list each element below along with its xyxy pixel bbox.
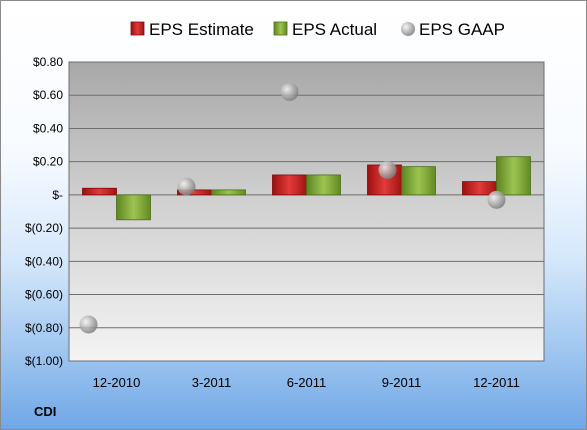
x-tick-label: 12-2010 xyxy=(93,375,141,390)
y-tick-label: $(0.60) xyxy=(25,288,63,302)
gaap-marker xyxy=(79,315,98,334)
y-tick-label: $(0.80) xyxy=(25,321,63,335)
x-tick-label: 6-2011 xyxy=(287,375,327,390)
bar-eps-estimate xyxy=(82,187,117,196)
legend-swatch xyxy=(130,21,145,36)
x-tick-label: 9-2011 xyxy=(382,375,422,390)
legend-swatch xyxy=(401,22,415,36)
y-tick-label: $(1.00) xyxy=(25,354,63,368)
legend-label: EPS Estimate xyxy=(149,20,254,39)
y-tick-label: $0.60 xyxy=(33,88,63,102)
y-tick-label: $(0.20) xyxy=(25,221,63,235)
gaap-marker xyxy=(177,177,196,196)
y-tick-label: $(0.40) xyxy=(25,254,63,268)
plot-border xyxy=(68,61,545,362)
gaap-marker xyxy=(378,160,397,179)
gridlines xyxy=(68,61,545,362)
gaap-marker xyxy=(487,190,506,209)
bar-eps-actual xyxy=(496,156,531,196)
y-tick-label: $0.40 xyxy=(33,121,63,135)
bar-eps-actual xyxy=(116,194,151,221)
legend-swatch xyxy=(273,21,288,36)
ticker-label: CDI xyxy=(34,404,57,419)
y-tick-label: $0.20 xyxy=(33,155,63,169)
gaap-marker xyxy=(280,82,299,101)
bar-eps-actual xyxy=(306,174,341,196)
gaap-markers xyxy=(79,82,506,334)
x-axis-labels: 12-2010 3-2011 6-2011 9-2011 12-2011 xyxy=(93,375,520,390)
y-axis-labels: $0.80 $0.60 $0.40 $0.20 $- $(0.20) $(0.40) $(0.… xyxy=(25,55,63,368)
x-tick-label: 3-2011 xyxy=(192,375,232,390)
bar-series xyxy=(82,156,531,221)
bar-eps-estimate xyxy=(272,174,307,196)
legend: EPS Estimate EPS Actual EPS GAAP xyxy=(130,20,505,39)
y-tick-label: $- xyxy=(52,188,63,202)
legend-label: EPS Actual xyxy=(292,20,377,39)
x-tick-label: 12-2011 xyxy=(473,375,520,390)
bar-eps-actual xyxy=(401,166,436,196)
legend-label: EPS GAAP xyxy=(419,20,505,39)
y-tick-label: $0.80 xyxy=(33,55,63,69)
bar-eps-actual xyxy=(211,189,246,196)
